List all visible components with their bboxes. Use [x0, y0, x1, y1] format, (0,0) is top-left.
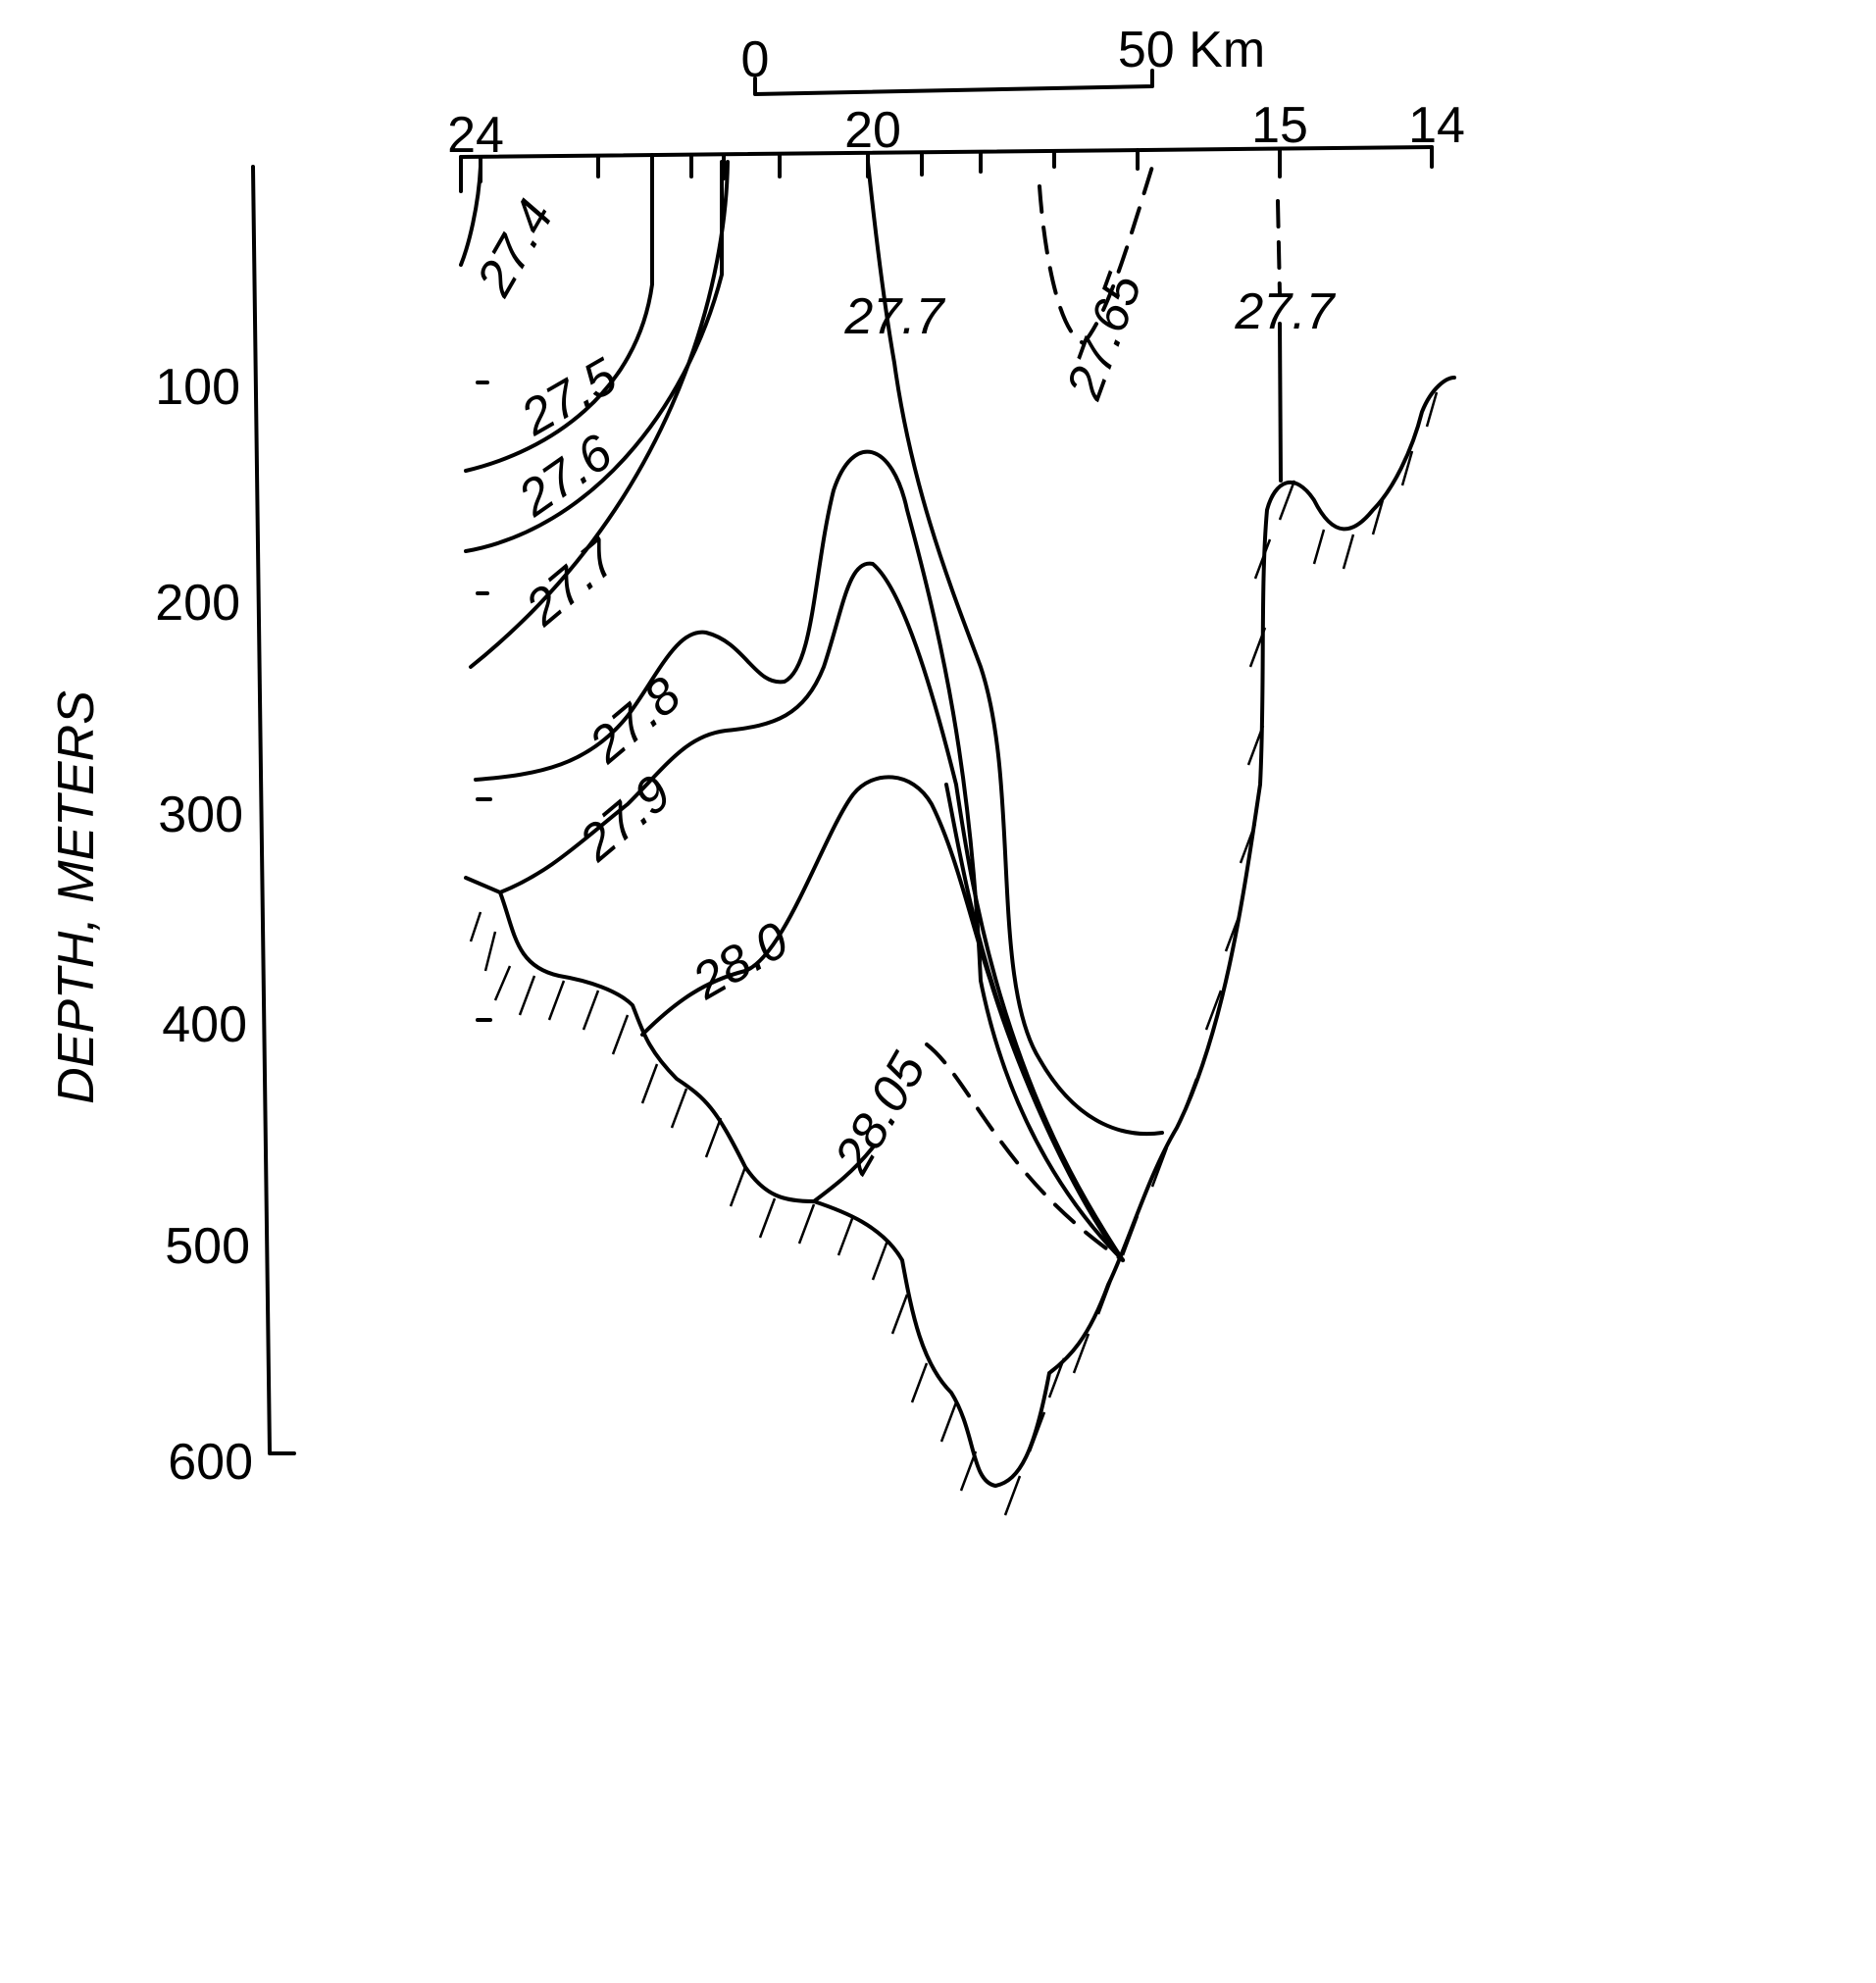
contour-label: 27.4 [466, 190, 565, 306]
contour-label: 27.7 [1234, 283, 1336, 340]
contour-label: 27.5 [511, 347, 627, 447]
station-label: 14 [1408, 97, 1465, 154]
depth-label: 300 [158, 787, 243, 843]
depth-axis-title: DEPTH, METERS [48, 690, 105, 1104]
depth-label: 400 [162, 996, 247, 1053]
station-label: 15 [1251, 97, 1308, 154]
sea-floor [464, 376, 1456, 1516]
station-axis: 24 20 15 14 [447, 97, 1465, 193]
contour-label: 27.7 [515, 528, 630, 636]
scale-bar: 0 50 Km [741, 22, 1265, 96]
depth-label: 200 [155, 575, 240, 632]
station-label: 20 [844, 102, 901, 159]
contour-label: 28.05 [824, 1042, 938, 1183]
scale-label: 0 [741, 31, 770, 88]
contour-label: 27.7 [843, 288, 945, 345]
depth-axis: 100 200 300 400 500 600 DEPTH, METERS [48, 165, 296, 1491]
station-label: 24 [447, 107, 504, 164]
depth-label: 100 [155, 359, 240, 416]
contour-label: 27.9 [569, 765, 683, 873]
scale-label: 50 Km [1118, 22, 1265, 78]
contour-label: 28.0 [683, 912, 798, 1011]
contours [459, 160, 1283, 1262]
depth-label: 600 [168, 1434, 253, 1491]
contour-labels: 27.4 27.5 27.6 27.7 27.7 27.65 27.7 27.8… [466, 190, 1337, 1184]
contour-label: 27.65 [1055, 266, 1153, 407]
depth-label: 500 [165, 1218, 250, 1275]
